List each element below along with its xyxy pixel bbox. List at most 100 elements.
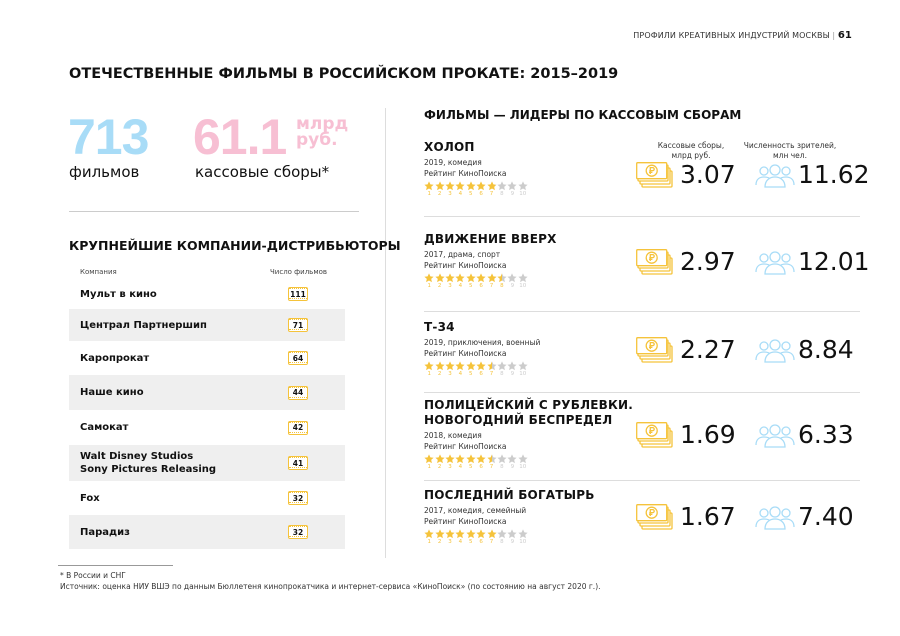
star-number: 6	[479, 191, 483, 197]
star-number: 2	[437, 464, 442, 470]
star-icon	[424, 273, 434, 283]
star-number: 5	[469, 191, 473, 197]
distributor-row: Самокат 42	[69, 410, 345, 445]
star-number: 9	[510, 464, 515, 470]
rating-scale: 1 2 3 4 5 6 7 8 9 10	[424, 283, 860, 289]
distributor-row: Наше кино 44	[69, 375, 345, 410]
col-count: Число фильмов	[270, 268, 328, 276]
money-icon	[636, 422, 674, 454]
star-icon	[455, 361, 465, 371]
star-number: 4	[458, 283, 463, 289]
people-icon	[755, 424, 795, 452]
rating-stars	[424, 273, 860, 283]
film-item: ДВИЖЕНИЕ ВВЕРХ 2017, драма, спорт Рейтин…	[424, 232, 870, 289]
star-icon	[445, 454, 455, 464]
star-icon	[518, 454, 528, 464]
rating-label: Рейтинг КиноПоиска	[424, 169, 507, 178]
star-icon	[424, 181, 434, 191]
star-icon	[434, 529, 445, 539]
film-item: Т-34 2019, приключения, военный Рейтинг …	[424, 320, 860, 377]
star-number: 4	[458, 464, 463, 470]
star-icon	[507, 454, 517, 464]
box-office-value: 2.27	[680, 335, 736, 364]
film-title: ДВИЖЕНИЕ ВВЕРХ	[424, 232, 557, 246]
star-icon	[445, 181, 455, 191]
money-icon	[636, 162, 674, 194]
distributor-row: Fox 32	[69, 481, 345, 515]
star-number: 9	[510, 283, 515, 289]
film-meta: 2018, комедия	[424, 431, 482, 440]
star-icon	[455, 181, 465, 191]
star-icon	[507, 273, 517, 283]
viewers-value: 11.62	[798, 160, 870, 189]
star-icon	[497, 181, 507, 191]
star-number: 10	[519, 539, 527, 545]
film-count-badge: 44	[288, 385, 308, 400]
distributor-name: Fox	[80, 492, 100, 504]
film-count-badge: 111	[288, 287, 308, 301]
box-office-value: 1.67	[680, 502, 736, 531]
star-number: 5	[469, 464, 473, 470]
viewers-value: 12.01	[798, 247, 870, 276]
star-number: 10	[519, 371, 527, 377]
films-title: ФИЛЬМЫ — ЛИДЕРЫ ПО КАССОВЫМ СБОРАМ	[424, 108, 742, 122]
page-number: 61	[837, 30, 852, 41]
film-count-badge: 42	[288, 420, 308, 435]
page-header: ПРОФИЛИ КРЕАТИВНЫХ ИНДУСТРИЙ МОСКВЫ | 61	[633, 30, 852, 41]
star-icon	[476, 454, 486, 464]
star-icon	[497, 454, 507, 464]
star-number: 7	[489, 191, 494, 197]
film-meta: 2019, приключения, военный	[424, 338, 541, 347]
people-icon	[755, 164, 795, 192]
distributor-row: Парадиз 32	[69, 515, 345, 549]
footnote: * В России и СНГ	[60, 571, 126, 580]
unit-line-1: млрд	[296, 114, 349, 134]
star-number: 1	[427, 371, 431, 377]
people-icon	[755, 339, 795, 367]
film-meta: 2017, драма, спорт	[424, 250, 501, 259]
star-number: 3	[448, 464, 452, 470]
star-icon	[455, 529, 465, 539]
star-number: 2	[437, 191, 442, 197]
star-icon	[476, 273, 486, 283]
star-icon	[476, 361, 486, 371]
star-icon	[466, 181, 476, 191]
star-icon	[497, 529, 507, 539]
distributor-name: Наше кино	[80, 387, 144, 398]
star-number: 7	[489, 283, 494, 289]
box-office-total: 61.1	[193, 109, 287, 165]
box-office-value: 1.69	[680, 420, 736, 449]
star-icon	[518, 273, 528, 283]
star-number: 5	[469, 371, 473, 377]
rating-scale: 1 2 3 4 5 6 7 8 9 10	[424, 191, 860, 197]
star-icon	[518, 361, 528, 371]
star-icon	[507, 361, 517, 371]
distributor-name: Walt Disney Studios Sony Pictures Releas…	[80, 451, 217, 475]
star-icon	[424, 361, 434, 371]
star-number: 5	[469, 539, 473, 545]
star-icon	[518, 181, 528, 191]
star-number: 2	[437, 539, 442, 545]
star-icon	[434, 273, 445, 283]
star-icon	[455, 273, 465, 283]
column-divider	[385, 108, 386, 558]
star-icon	[507, 529, 517, 539]
star-number: 6	[479, 283, 483, 289]
distributors-title: КРУПНЕЙШИЕ КОМПАНИИ-ДИСТРИБЬЮТОРЫ	[69, 238, 401, 253]
star-number: 8	[500, 539, 504, 545]
star-number: 9	[510, 371, 515, 377]
star-number: 5	[469, 283, 473, 289]
viewers-value: 7.40	[798, 502, 854, 531]
film-title: ПОСЛЕДНИЙ БОГАТЫРЬ	[424, 488, 595, 502]
star-number: 2	[437, 371, 442, 377]
star-icon	[424, 454, 434, 464]
star-icon	[455, 454, 465, 464]
col-company: Компания	[80, 268, 117, 276]
star-icon	[466, 529, 476, 539]
film-divider	[424, 311, 860, 312]
distributor-name: Каропрокат	[80, 352, 150, 364]
box-office-label: кассовые сборы*	[195, 163, 330, 181]
star-number: 1	[427, 464, 431, 470]
star-number: 1	[427, 283, 431, 289]
star-number: 8	[500, 371, 504, 377]
